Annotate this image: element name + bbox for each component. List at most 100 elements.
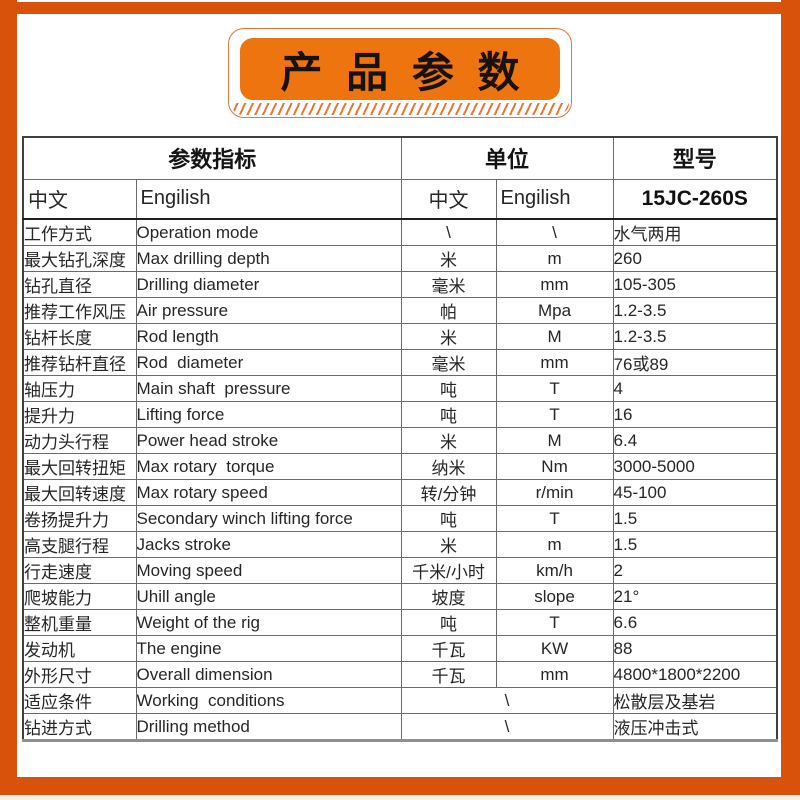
cell-unit-cn: 米	[400, 245, 497, 272]
header-unit-en: Engilish	[495, 178, 614, 220]
header-model-group: 型号	[612, 136, 778, 180]
cell-unit-en: m	[495, 245, 614, 272]
cell-model-value: 88	[612, 635, 778, 662]
cell-param-en: Uhill angle	[135, 583, 402, 610]
param-table-body: 参数指标 单位 型号 中文 Engilish 中文 Engilish 15JC-…	[22, 136, 778, 741]
cell-model-value: 1.5	[612, 531, 778, 558]
cell-model-value: 松散层及基岩	[612, 687, 778, 714]
table-row: 钻进方式 Drilling method \ 液压冲击式	[22, 713, 778, 741]
table-row: 爬坡能力 Uhill angle 坡度 slope 21°	[22, 583, 778, 610]
cell-model-value: 4	[612, 375, 778, 402]
cell-unit-en: m	[495, 531, 614, 558]
cell-unit-cn: 纳米	[400, 453, 497, 480]
cell-param-cn: 推荐钻杆直径	[22, 349, 137, 376]
cell-unit-en: \	[495, 218, 614, 246]
header-param-cn: 中文	[22, 178, 137, 220]
cell-unit-cn: 千瓦	[400, 635, 497, 662]
cell-model-value: 水气两用	[612, 218, 778, 246]
cell-unit-en: r/min	[495, 479, 614, 506]
cell-unit-en: KW	[495, 635, 614, 662]
cell-unit-cn: 吨	[400, 505, 497, 532]
table-row: 适应条件 Working conditions \ 松散层及基岩	[22, 687, 778, 714]
cell-model-value: 21°	[612, 583, 778, 610]
table-subheader-row: 中文 Engilish 中文 Engilish 15JC-260S	[22, 178, 778, 220]
cell-param-en: Overall dimension	[135, 661, 402, 688]
cell-param-en: The engine	[135, 635, 402, 662]
cell-param-en: Moving speed	[135, 557, 402, 584]
cell-param-en: Rod length	[135, 323, 402, 350]
cell-model-value: 4800*1800*2200	[612, 661, 778, 688]
cell-unit-en: M	[495, 427, 614, 454]
cell-unit-en: M	[495, 323, 614, 350]
cell-param-en: Max drilling depth	[135, 245, 402, 272]
parameter-table: 参数指标 单位 型号 中文 Engilish 中文 Engilish 15JC-…	[22, 136, 779, 742]
cell-model-value: 45-100	[612, 479, 778, 506]
cell-unit-en: T	[495, 375, 614, 402]
cell-param-cn: 轴压力	[22, 375, 137, 402]
cell-param-cn: 钻杆长度	[22, 323, 137, 350]
header-unit-group: 单位	[400, 136, 614, 180]
cell-unit-en: T	[495, 401, 614, 428]
table-row: 最大回转速度 Max rotary speed 转/分钟 r/min 45-100	[22, 479, 778, 506]
cell-unit-cn: 转/分钟	[400, 479, 497, 506]
cell-unit-cn: 吨	[400, 401, 497, 428]
cell-unit-en: T	[495, 505, 614, 532]
table-row: 工作方式 Operation mode \ \ 水气两用	[22, 218, 778, 246]
cell-param-en: Lifting force	[135, 401, 402, 428]
cell-unit-cn: 千瓦	[400, 661, 497, 688]
table-row: 推荐工作风压 Air pressure 帕 Mpa 1.2-3.5	[22, 297, 778, 324]
cell-model-value: 1.2-3.5	[612, 323, 778, 350]
table-row: 动力头行程 Power head stroke 米 M 6.4	[22, 427, 778, 454]
cell-unit-cn: \	[400, 218, 497, 246]
cell-param-en: Max rotary torque	[135, 453, 402, 480]
header-model-value: 15JC-260S	[612, 178, 778, 220]
table-row: 外形尺寸 Overall dimension 千瓦 mm 4800*1800*2200	[22, 661, 778, 688]
table-row: 轴压力 Main shaft pressure 吨 T 4	[22, 375, 778, 402]
cell-param-cn: 高支腿行程	[22, 531, 137, 558]
table-row: 钻杆长度 Rod length 米 M 1.2-3.5	[22, 323, 778, 350]
table-row: 高支腿行程 Jacks stroke 米 m 1.5	[22, 531, 778, 558]
cell-param-cn: 卷扬提升力	[22, 505, 137, 532]
cell-model-value: 260	[612, 245, 778, 272]
cell-param-en: Air pressure	[135, 297, 402, 324]
cell-model-value: 76或89	[612, 349, 778, 376]
cell-param-cn: 爬坡能力	[22, 583, 137, 610]
right-orange-border	[781, 0, 800, 795]
cell-param-en: Drilling diameter	[135, 271, 402, 298]
title-banner: 产 品 参 数	[228, 28, 572, 118]
cell-param-cn: 动力头行程	[22, 427, 137, 454]
cell-unit-en: T	[495, 609, 614, 636]
cell-unit-en: mm	[495, 271, 614, 298]
cell-unit-en: slope	[495, 583, 614, 610]
hatch-decoration	[231, 103, 569, 115]
cell-model-value: 2	[612, 557, 778, 584]
cell-model-value: 6.4	[612, 427, 778, 454]
bottom-edge-strip	[0, 795, 800, 800]
cell-unit-cn: 千米/小时	[400, 557, 497, 584]
cell-param-cn: 行走速度	[22, 557, 137, 584]
cell-param-cn: 外形尺寸	[22, 661, 137, 688]
cell-param-cn: 钻进方式	[22, 713, 137, 741]
cell-param-en: Max rotary speed	[135, 479, 402, 506]
cell-model-value: 3000-5000	[612, 453, 778, 480]
cell-param-en: Power head stroke	[135, 427, 402, 454]
cell-param-cn: 提升力	[22, 401, 137, 428]
cell-unit-cn: 米	[400, 531, 497, 558]
cell-param-cn: 整机重量	[22, 609, 137, 636]
cell-unit-merged: \	[400, 713, 614, 741]
cell-unit-cn: 毫米	[400, 349, 497, 376]
cell-unit-merged: \	[400, 687, 614, 714]
cell-model-value: 16	[612, 401, 778, 428]
table-row: 发动机 The engine 千瓦 KW 88	[22, 635, 778, 662]
cell-model-value: 1.5	[612, 505, 778, 532]
cell-model-value: 105-305	[612, 271, 778, 298]
cell-param-en: Drilling method	[135, 713, 402, 741]
cell-unit-en: mm	[495, 349, 614, 376]
cell-param-cn: 适应条件	[22, 687, 137, 714]
table-group-header-row: 参数指标 单位 型号	[22, 136, 778, 180]
header-param-group: 参数指标	[22, 136, 402, 180]
cell-param-cn: 最大钻孔深度	[22, 245, 137, 272]
cell-unit-cn: 坡度	[400, 583, 497, 610]
cell-unit-en: Mpa	[495, 297, 614, 324]
header-param-en: Engilish	[135, 178, 402, 220]
